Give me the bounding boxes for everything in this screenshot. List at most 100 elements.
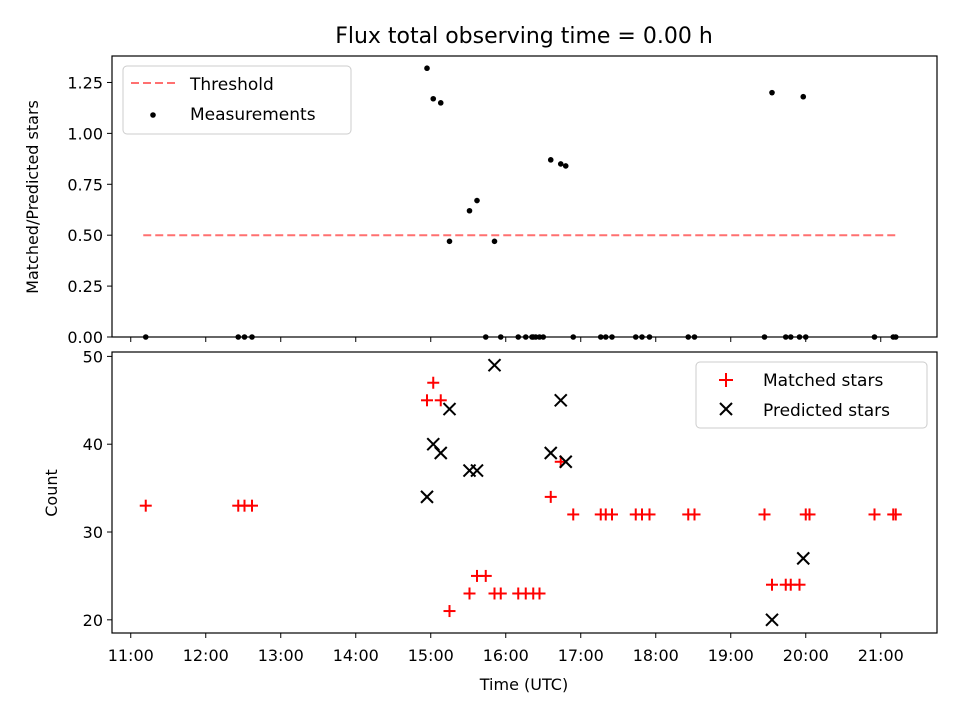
predicted-star-point: [434, 446, 448, 460]
xtick-label: 20:00: [783, 646, 829, 665]
top-axes: 0.00 0.25 0.50 0.75 1.00 1.25 Matched/Predict…: [23, 55, 938, 347]
bottom-y-ticks: 20 30 40 50: [83, 347, 112, 630]
predicted-star-point: [487, 358, 502, 372]
predicted-star-point: [559, 455, 573, 469]
bottom-ytick-label: 20: [83, 611, 103, 630]
top-plot-area: [142, 65, 899, 340]
matched-star-point: [463, 587, 476, 600]
xtick-label: 16:00: [483, 646, 529, 665]
measurement-point: [685, 334, 692, 340]
predicted-star-point: [470, 463, 484, 478]
measurement-point: [570, 334, 577, 340]
measurement-point: [482, 334, 489, 340]
matched-star-point: [139, 499, 152, 512]
legend-matched-label: Matched stars: [763, 371, 883, 391]
top-ytick-label: 0.00: [67, 328, 103, 347]
measurement-point: [871, 334, 878, 340]
legend-measurements-swatch: [150, 112, 156, 118]
bottom-plot-area: [139, 358, 902, 627]
top-ytick-label: 1.25: [67, 73, 103, 92]
measurement-point: [235, 334, 242, 340]
matched-star-point: [793, 578, 806, 591]
measurement-point: [424, 65, 430, 72]
matched-star-point: [421, 394, 433, 407]
measurement-point: [562, 163, 569, 169]
bottom-ytick-label: 30: [83, 523, 103, 542]
xtick-label: 13:00: [258, 646, 304, 665]
legend-matched-swatch: [719, 373, 733, 387]
top-y-axis-label: Matched/Predicted stars: [23, 100, 42, 294]
measurement-point: [761, 334, 768, 340]
measurement-point: [522, 334, 529, 340]
figure-title: Flux total observing time = 0.00 h: [335, 24, 713, 49]
xtick-label: 17:00: [558, 646, 604, 665]
measurement-point: [241, 334, 248, 340]
matched-star-point: [544, 490, 557, 503]
measurement-point: [769, 89, 775, 96]
predicted-star-point: [544, 446, 558, 460]
measurement-point: [602, 334, 609, 340]
measurement-point: [430, 95, 437, 102]
bottom-legend: Matched stars Predicted stars: [695, 361, 928, 429]
predicted-star-point: [554, 393, 568, 408]
matched-star-point: [758, 508, 771, 521]
measurement-point: [646, 334, 653, 340]
predicted-star-point: [796, 551, 810, 566]
measurement-point: [639, 334, 645, 340]
bottom-legend-box: [695, 361, 928, 429]
measurement-point: [437, 100, 444, 106]
measurement-point: [787, 334, 794, 340]
measurement-point: [802, 334, 809, 340]
measurement-point: [540, 334, 547, 340]
bottom-y-axis-label: Count: [42, 469, 61, 517]
measurement-point: [892, 334, 899, 340]
matched-star-point: [533, 587, 546, 600]
xtick-label: 11:00: [108, 646, 154, 665]
legend-predicted-label: Predicted stars: [763, 401, 890, 421]
measurement-point: [800, 93, 807, 100]
bottom-ytick-label: 40: [83, 435, 103, 454]
matched-star-point: [494, 587, 507, 600]
matched-star-point: [567, 508, 580, 521]
matched-star-point: [443, 605, 456, 618]
matched-star-point: [479, 569, 492, 582]
measurement-point: [609, 334, 615, 340]
measurement-point: [557, 161, 564, 167]
measurement-point: [547, 157, 554, 163]
measurement-point: [491, 238, 498, 245]
measurement-point: [446, 238, 453, 245]
predicted-star-point: [765, 613, 779, 627]
matched-star-point: [868, 508, 881, 521]
xtick-label: 21:00: [858, 646, 904, 665]
top-ytick-label: 1.00: [67, 124, 103, 143]
matched-star-point: [803, 508, 816, 521]
measurement-point: [691, 334, 698, 340]
top-ytick-label: 0.75: [67, 175, 103, 194]
top-ytick-label: 0.25: [67, 277, 103, 296]
matched-star-point: [427, 376, 440, 389]
xtick-label: 18:00: [633, 646, 679, 665]
bottom-axes-frame: [111, 351, 938, 634]
predicted-star-point: [442, 402, 457, 416]
xtick-label: 12:00: [183, 646, 229, 665]
legend-predicted-swatch: [719, 402, 733, 416]
matched-star-point: [246, 499, 258, 512]
measurement-point: [142, 334, 149, 340]
measurement-point: [466, 207, 473, 214]
measurement-point: [796, 334, 803, 340]
measurement-point: [497, 334, 504, 340]
measurement-point: [515, 334, 522, 340]
top-legend: Threshold Measurements: [122, 65, 352, 135]
matched-star-point: [688, 508, 701, 521]
legend-threshold-label: Threshold: [189, 75, 274, 95]
top-ytick-label: 0.50: [67, 226, 103, 245]
measurement-point: [474, 197, 480, 204]
bottom-x-ticks: 11:00 12:00 13:00 14:00 15:00 16:00 17:00 18:00…: [108, 633, 904, 665]
xtick-label: 14:00: [333, 646, 379, 665]
measurement-point: [782, 334, 789, 340]
top-x-ticks: [130, 337, 882, 342]
measurement-point: [597, 334, 604, 340]
measurement-point: [249, 334, 255, 340]
